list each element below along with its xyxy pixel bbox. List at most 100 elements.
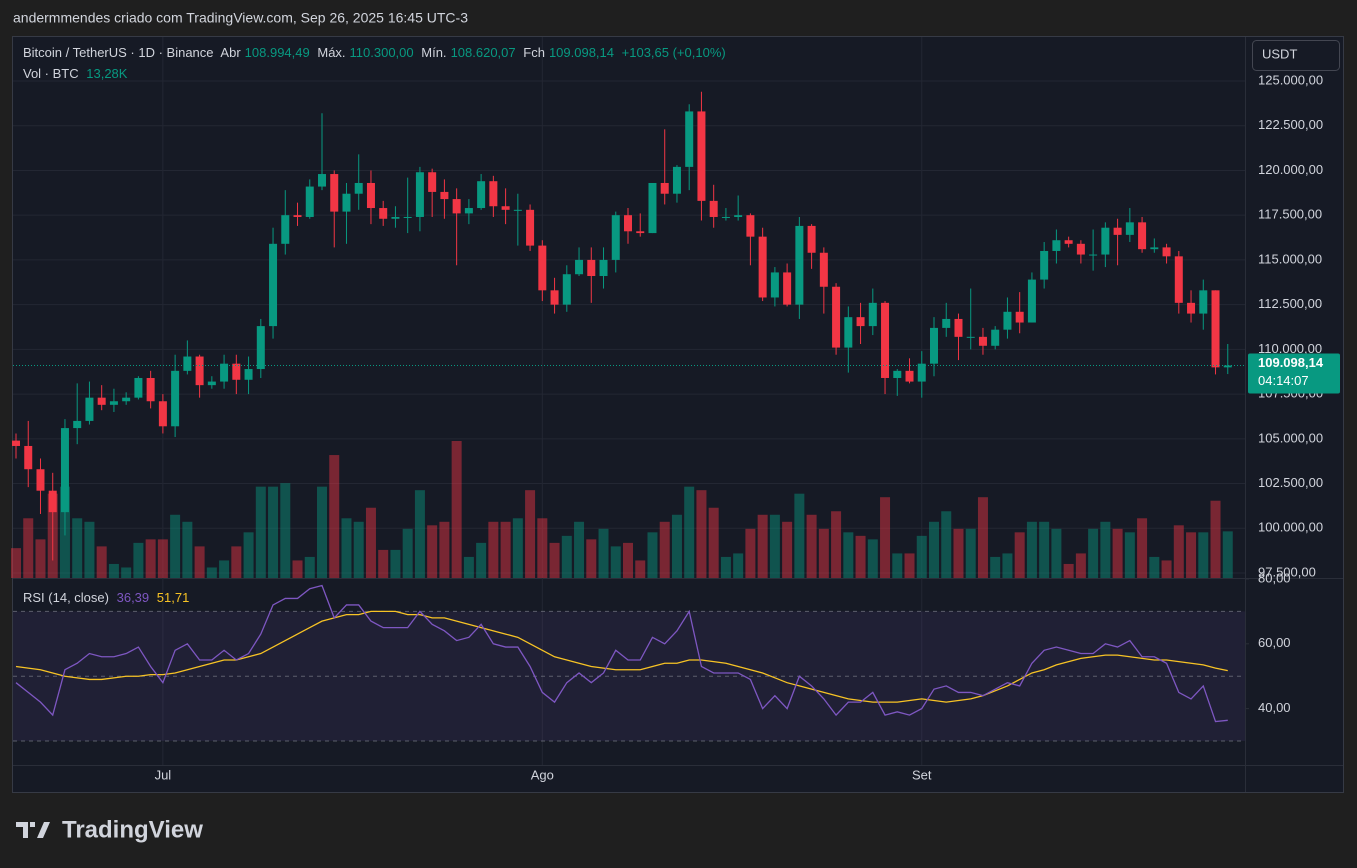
volume-bar [733,553,744,578]
candle-body [721,216,730,218]
y-tick-label: 100.000,00 [1258,520,1323,535]
candle-body [158,401,167,427]
candle-body [660,182,669,194]
candle-body [109,401,118,405]
volume-bar [292,560,303,578]
rsi-ma-line [15,610,1228,703]
x-tick-label: Jul [155,767,172,782]
volume-bar [855,535,866,578]
volume-bar [390,549,401,578]
candle-body [819,252,828,287]
volume-bar [806,514,817,578]
volume-bar [757,514,768,578]
volume-bar [512,518,523,578]
volume-bar [904,553,915,578]
volume-bar [623,542,633,578]
volume-bar [574,521,585,578]
candle-body [513,209,522,211]
candle-body [281,215,290,244]
high-value: 110.300,00 [349,45,414,60]
volume-bar [586,539,597,578]
candle-body [905,370,914,382]
candle-body [440,191,449,200]
candle-body [758,236,767,298]
volume-bar [671,514,682,578]
volume-bar [206,567,217,578]
candle-body [60,428,69,513]
candle-body [832,286,841,348]
candle-body [1027,279,1036,323]
candle-body [783,272,792,305]
volume-bar [1051,528,1062,578]
candle-body [1199,290,1208,314]
volume-bar [1002,553,1013,578]
volume-bar [929,521,939,578]
candle-body [1223,365,1232,368]
candle-body [97,397,106,405]
rsi-legend: RSI (14, close) 36,39 51,71 [23,590,193,605]
candle-body [917,363,926,382]
candle-body [1125,222,1134,235]
last-price-label: 109.098,14 [1258,355,1324,370]
candle-body [893,370,902,378]
volume-bar [1100,521,1111,578]
volume-bar [1137,518,1148,578]
logo-text: TradingView [62,816,203,843]
rsi-line [15,584,1228,723]
logo-mark [16,822,50,838]
volume-bar [108,563,119,578]
y-tick-label: 97.500,00 [1258,564,1316,579]
candle-body [12,440,20,446]
volume-bar [11,548,21,578]
volume-bar [476,542,487,578]
volume-bar [1198,532,1209,578]
candle-body [575,259,584,275]
volume-bar [219,560,230,578]
x-tick-label: Set [912,767,932,782]
candle-body [232,363,241,380]
candle-body [648,182,657,234]
candle-body [1211,290,1220,368]
volume-bar [488,521,499,578]
volume-title: Vol · BTC [23,66,79,81]
volume-bar [537,518,548,578]
volume-bar [255,486,266,578]
volume-bar [1075,553,1086,578]
rsi-tick-label: 80,00 [1258,570,1291,585]
volume-bar [157,539,168,578]
candle-body [685,111,694,167]
y-tick-label: 117.500,00 [1258,207,1322,222]
volume-bar [378,549,389,578]
countdown: 04:14:07 [1258,373,1309,388]
volume-bar [170,514,181,578]
volume-bar [720,556,731,578]
candle-body [171,370,180,427]
candle-body [526,209,535,246]
candle-body [330,174,339,212]
candle-body [85,397,94,421]
volume-bar [1088,528,1099,578]
candle-body [269,243,278,327]
candle-body [868,302,877,327]
candle-body [978,336,987,346]
candle-body [587,259,596,277]
volume-bar [769,514,780,578]
currency[interactable]: USDT [1262,46,1297,61]
volume-bar [818,528,829,578]
volume-bar [1112,528,1123,578]
volume-bar [1026,521,1037,578]
logo [16,822,50,838]
volume-bar [317,486,327,578]
high-label: Máx. [317,45,346,60]
candle-body [746,215,755,237]
y-tick-label: 125.000,00 [1258,72,1323,87]
volume-bar [268,486,279,578]
currency-button[interactable] [1252,40,1340,71]
candle-body [1162,247,1171,257]
candle-body [538,245,547,291]
y-tick-label: 120.000,00 [1258,162,1323,177]
candle-body [636,231,645,234]
candle-body [183,356,192,371]
volume-bar [782,521,793,578]
volume-bar [329,455,340,578]
